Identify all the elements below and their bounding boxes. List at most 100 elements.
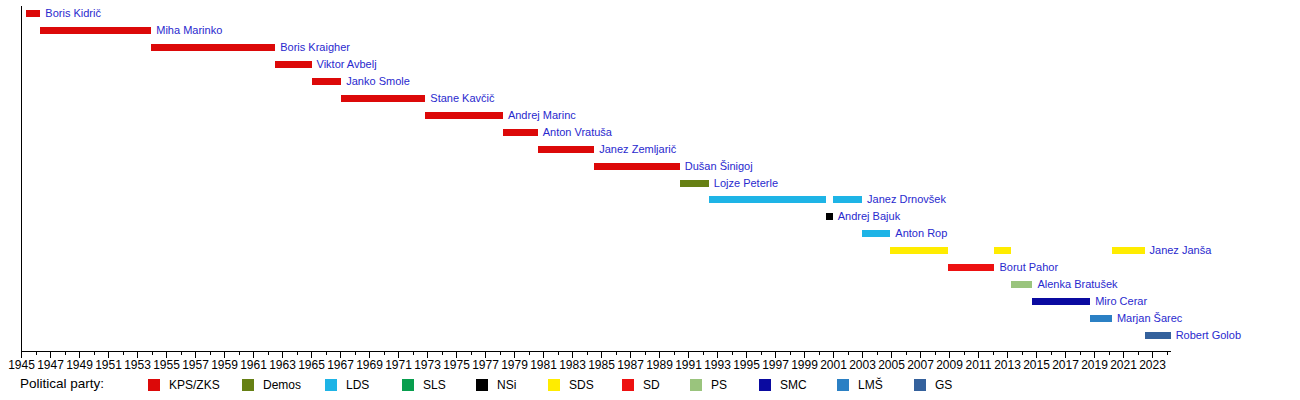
minor-tick [703, 352, 704, 355]
pm-name-label[interactable]: Janko Smole [346, 75, 410, 87]
minor-tick [384, 352, 385, 355]
major-tick [21, 352, 22, 358]
major-tick [543, 352, 544, 358]
term-bar [833, 196, 862, 203]
year-label: 1967 [327, 359, 354, 371]
term-bar [425, 112, 503, 119]
minor-tick [529, 352, 530, 355]
term-bar [40, 27, 151, 34]
minor-tick [152, 352, 153, 355]
pm-name-label[interactable]: Borut Pahor [999, 261, 1058, 273]
year-label: 2009 [936, 359, 963, 371]
year-label: 1985 [588, 359, 615, 371]
pm-name-label[interactable]: Miro Cerar [1095, 295, 1147, 307]
minor-tick [297, 352, 298, 355]
major-tick [311, 352, 312, 358]
year-label: 1993 [704, 359, 731, 371]
year-label: 2007 [907, 359, 934, 371]
year-label: 1945 [8, 359, 35, 371]
year-label: 1999 [791, 359, 818, 371]
year-label: 1955 [153, 359, 180, 371]
year-label: 2017 [1052, 359, 1079, 371]
year-label: 1975 [443, 359, 470, 371]
minor-tick [94, 352, 95, 355]
minor-tick [326, 352, 327, 355]
term-bar [890, 247, 948, 254]
legend-party-label: SDS [569, 379, 594, 391]
minor-tick [848, 352, 849, 355]
pm-name-label[interactable]: Anton Rop [895, 227, 947, 239]
major-tick [572, 352, 573, 358]
minor-tick [500, 352, 501, 355]
pm-name-label[interactable]: Janez Drnovšek [867, 193, 946, 205]
pm-name-label[interactable]: Janez Janša [1150, 244, 1212, 256]
major-tick [659, 352, 660, 358]
term-bar [1145, 332, 1171, 339]
pm-name-label[interactable]: Andrej Bajuk [838, 210, 900, 222]
year-label: 1953 [124, 359, 151, 371]
pm-name-label[interactable]: Lojze Peterle [714, 177, 778, 189]
legend-party-label: SLS [423, 379, 446, 391]
pm-name-label[interactable]: Andrej Marinc [508, 109, 576, 121]
term-bar [26, 10, 41, 17]
legend-party-label: NSi [497, 379, 516, 391]
pm-name-label[interactable]: Robert Golob [1176, 329, 1241, 341]
major-tick [485, 352, 486, 358]
major-tick [1123, 352, 1124, 358]
major-tick [369, 352, 370, 358]
pm-name-label[interactable]: Marjan Šarec [1117, 312, 1182, 324]
year-label: 1949 [66, 359, 93, 371]
legend-swatch [914, 379, 926, 391]
year-label: 2013 [994, 359, 1021, 371]
pm-name-label[interactable]: Boris Kraigher [280, 41, 350, 53]
major-tick [688, 352, 689, 358]
major-tick [137, 352, 138, 358]
major-tick [949, 352, 950, 358]
term-bar [948, 264, 994, 271]
pm-name-label[interactable]: Alenka Bratušek [1037, 278, 1117, 290]
minor-tick [790, 352, 791, 355]
minor-tick [616, 352, 617, 355]
minor-tick [761, 352, 762, 355]
major-tick [775, 352, 776, 358]
minor-tick [413, 352, 414, 355]
legend-swatch [759, 379, 771, 391]
year-label: 2019 [1081, 359, 1108, 371]
year-label: 1971 [385, 359, 412, 371]
legend-swatch [402, 379, 414, 391]
major-tick [514, 352, 515, 358]
pm-name-label[interactable]: Viktor Avbelj [317, 58, 377, 70]
term-bar [503, 129, 538, 136]
pm-name-label[interactable]: Miha Marinko [156, 24, 222, 36]
legend-party-label: PS [711, 379, 727, 391]
term-bar [1011, 281, 1033, 288]
minor-tick [442, 352, 443, 355]
legend-party-label: LDS [346, 379, 369, 391]
term-bar [709, 196, 826, 203]
pm-name-label[interactable]: Dušan Šinigoj [685, 160, 753, 172]
minor-tick [964, 352, 965, 355]
pm-name-label[interactable]: Boris Kidrič [45, 7, 101, 19]
pm-name-label[interactable]: Stane Kavčič [430, 92, 494, 104]
year-label: 1989 [646, 359, 673, 371]
minor-tick [674, 352, 675, 355]
major-tick [862, 352, 863, 358]
major-tick [195, 352, 196, 358]
year-label: 1963 [269, 359, 296, 371]
minor-tick [471, 352, 472, 355]
major-tick [166, 352, 167, 358]
minor-tick [935, 352, 936, 355]
pm-name-label[interactable]: Janez Zemljarič [599, 143, 676, 155]
term-bar [862, 230, 890, 237]
year-label: 1965 [298, 359, 325, 371]
year-label: 2005 [878, 359, 905, 371]
term-bar [341, 95, 425, 102]
major-tick [601, 352, 602, 358]
legend-swatch [837, 379, 849, 391]
major-tick [630, 352, 631, 358]
pm-name-label[interactable]: Anton Vratuša [543, 126, 612, 138]
major-tick [50, 352, 51, 358]
term-bar [538, 146, 595, 153]
legend-party-label: GS [935, 379, 952, 391]
x-axis-line [21, 351, 1171, 353]
